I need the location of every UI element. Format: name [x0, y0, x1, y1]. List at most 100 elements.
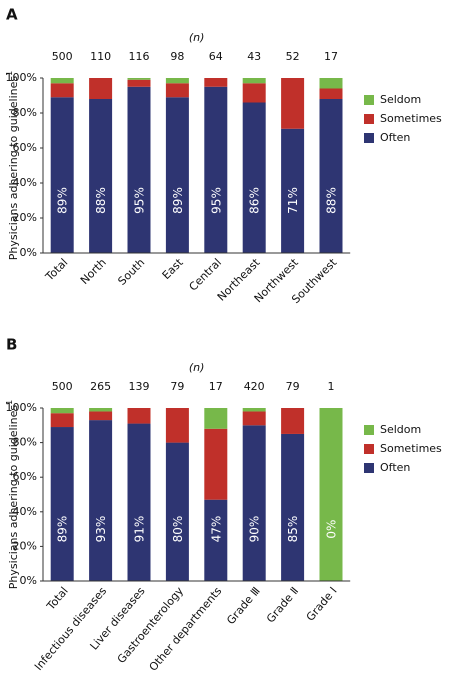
value-label: 47%: [209, 516, 223, 543]
n-value: 43: [247, 50, 261, 63]
legend-swatch: [364, 463, 374, 473]
n-value: 79: [170, 380, 184, 393]
value-label: 91%: [133, 516, 147, 543]
value-label: 95%: [209, 187, 223, 214]
n-label: (n): [189, 361, 205, 374]
bar-segment: [89, 99, 113, 253]
bar-segment: [319, 88, 343, 99]
bar-segment: [127, 86, 151, 253]
legend-label: Often: [380, 461, 410, 474]
y-tick-label: 100%: [6, 401, 37, 414]
bar-segment: [50, 413, 74, 428]
bar-segment: [50, 427, 74, 581]
n-value: 98: [170, 50, 184, 63]
y-axis-label: Physicians adhering to guidelines1: [5, 71, 21, 260]
bar-segment: [204, 78, 228, 87]
bar-segment: [242, 408, 266, 412]
n-value: 139: [129, 380, 150, 393]
x-tick-label: Central: [187, 256, 225, 294]
y-tick-label: 40%: [13, 176, 37, 189]
n-value: 79: [286, 380, 300, 393]
bar-segment: [242, 102, 266, 253]
bar-segment: [281, 408, 305, 434]
n-value: 500: [52, 380, 73, 393]
bar-segment: [50, 408, 74, 414]
value-label: 90%: [248, 516, 262, 543]
bar-segment: [204, 428, 228, 500]
n-value: 265: [90, 380, 111, 393]
bar-segment: [165, 78, 189, 84]
panel-letter: A: [6, 6, 18, 24]
x-tick-label: Total: [42, 256, 70, 284]
n-value: 17: [324, 50, 338, 63]
n-value: 116: [129, 50, 150, 63]
x-tick-label: South: [115, 256, 147, 288]
x-tick-label: Gastroenterology: [115, 584, 187, 666]
y-tick-label: 80%: [13, 436, 37, 449]
bar-segment: [242, 78, 266, 84]
value-label: 88%: [325, 187, 339, 214]
y-tick-label: 20%: [13, 539, 37, 552]
value-label: 89%: [56, 516, 70, 543]
x-tick-label: Infectious diseases: [32, 584, 109, 673]
y-tick-label: 80%: [13, 106, 37, 119]
y-axis-label-text: Physicians adhering to guidelines: [7, 405, 20, 590]
value-label: 88%: [94, 187, 108, 214]
legend-swatch: [364, 95, 374, 105]
bar-segment: [319, 99, 343, 253]
value-label: 93%: [94, 516, 108, 543]
n-value: 1: [328, 380, 335, 393]
value-label: 95%: [133, 187, 147, 214]
bar-segment: [319, 78, 343, 89]
bar-segment: [89, 420, 113, 581]
bar-segment: [165, 83, 189, 98]
n-value: 17: [209, 380, 223, 393]
bar-segment: [50, 83, 74, 98]
bar-segment: [89, 408, 113, 412]
value-label: 89%: [56, 187, 70, 214]
bar-segment: [204, 86, 228, 253]
x-tick-label: North: [78, 256, 109, 287]
legend-swatch: [364, 425, 374, 435]
bar-segment: [89, 78, 113, 99]
y-tick-label: 100%: [6, 71, 37, 84]
bar-segment: [127, 423, 151, 581]
bar-segment: [50, 78, 74, 84]
y-axis-label-note: 1: [5, 71, 14, 76]
legend-swatch: [364, 133, 374, 143]
value-label: 85%: [286, 516, 300, 543]
bar-segment: [165, 97, 189, 253]
n-value: 110: [90, 50, 111, 63]
bar-segment: [127, 78, 151, 80]
n-value: 500: [52, 50, 73, 63]
x-tick-label: Other departments: [147, 584, 225, 673]
y-tick-label: 60%: [13, 141, 37, 154]
bar-segment: [127, 408, 151, 424]
bar-segment: [89, 411, 113, 421]
x-tick-label: East: [160, 256, 186, 282]
bar-segment: [165, 442, 189, 581]
value-label: 0%: [325, 520, 339, 539]
n-value: 420: [244, 380, 265, 393]
x-tick-label: Grade Ⅲ: [224, 585, 263, 628]
panel-letter: B: [6, 336, 17, 354]
y-tick-label: 0%: [20, 574, 37, 587]
value-label: 89%: [171, 187, 185, 214]
x-tick-label: Total: [44, 585, 71, 614]
bar-segment: [281, 433, 305, 581]
n-value: 64: [209, 50, 223, 63]
bar-segment: [242, 83, 266, 103]
n-value: 52: [286, 50, 300, 63]
legend-label: Seldom: [380, 423, 421, 436]
bar-segment: [165, 408, 189, 443]
bar-segment: [204, 408, 228, 429]
bar-segment: [319, 408, 343, 581]
bar-segment: [281, 78, 305, 129]
legend-label: Often: [380, 131, 410, 144]
y-tick-label: 20%: [13, 211, 37, 224]
y-axis-label: Physicians adhering to guidelines1: [5, 400, 21, 589]
y-tick-label: 0%: [20, 246, 37, 259]
x-tick-label: Grade Ⅰ: [304, 585, 340, 624]
value-label: 86%: [248, 187, 262, 214]
bar-segment: [281, 128, 305, 253]
